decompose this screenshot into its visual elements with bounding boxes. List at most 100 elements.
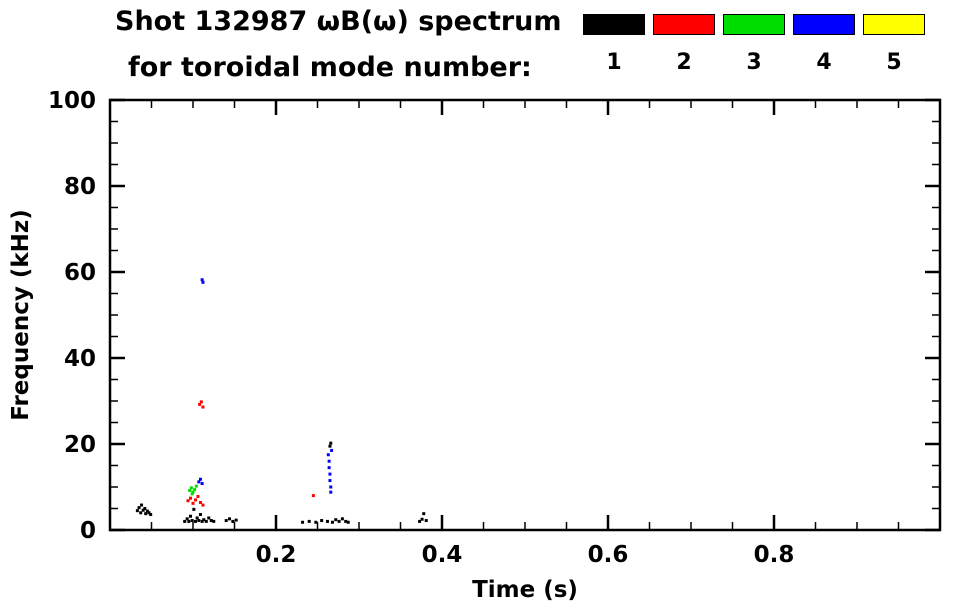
data-point bbox=[191, 501, 195, 505]
data-point bbox=[197, 480, 201, 484]
data-point bbox=[200, 482, 204, 486]
data-point bbox=[212, 519, 216, 523]
data-point bbox=[147, 511, 151, 515]
data-point bbox=[201, 503, 205, 507]
data-point bbox=[201, 405, 205, 409]
data-point bbox=[201, 280, 205, 284]
data-point bbox=[311, 494, 315, 498]
data-point bbox=[144, 512, 148, 516]
data-point bbox=[224, 519, 228, 523]
data-point bbox=[327, 466, 331, 470]
data-point bbox=[334, 518, 338, 522]
data-point bbox=[186, 499, 190, 503]
data-point bbox=[183, 519, 187, 523]
legend-swatch bbox=[863, 14, 925, 35]
data-point bbox=[198, 500, 202, 504]
legend: 1 2 3 4 5 bbox=[583, 14, 925, 75]
data-point bbox=[137, 506, 141, 510]
data-point bbox=[340, 517, 344, 521]
data-point bbox=[234, 518, 238, 522]
data-point bbox=[314, 520, 318, 524]
legend-swatch bbox=[793, 14, 855, 35]
legend-label: 5 bbox=[886, 50, 902, 75]
data-point bbox=[189, 486, 193, 490]
data-point bbox=[301, 520, 305, 524]
data-point bbox=[185, 517, 189, 521]
data-point bbox=[143, 507, 147, 510]
data-point bbox=[320, 519, 324, 523]
data-point bbox=[330, 448, 334, 452]
data-point bbox=[422, 512, 426, 516]
y-axis-label: Frequency (kHz) bbox=[8, 209, 34, 421]
y-tick-label: 60 bbox=[64, 260, 96, 286]
data-point bbox=[329, 490, 333, 494]
plot-subtitle: for toroidal mode number: bbox=[128, 52, 532, 83]
data-point bbox=[228, 517, 232, 521]
plot-border bbox=[108, 98, 942, 532]
data-point bbox=[189, 514, 193, 518]
y-tick-label: 0 bbox=[80, 518, 96, 544]
data-point bbox=[209, 519, 213, 523]
legend-swatch bbox=[723, 14, 785, 35]
series-n=1 bbox=[135, 441, 428, 524]
data-point bbox=[198, 477, 202, 481]
data-point bbox=[198, 402, 202, 406]
series-n=2 bbox=[186, 400, 315, 507]
data-point bbox=[189, 496, 193, 500]
legend-swatch bbox=[653, 14, 715, 35]
data-point bbox=[329, 485, 333, 489]
data-point bbox=[202, 518, 206, 522]
data-point bbox=[199, 400, 203, 404]
x-axis-label: Time (s) bbox=[472, 577, 578, 603]
y-tick-label: 100 bbox=[48, 88, 96, 114]
legend-item: 2 bbox=[653, 14, 715, 75]
data-point bbox=[145, 509, 149, 513]
legend-item: 4 bbox=[793, 14, 855, 75]
data-point bbox=[190, 492, 194, 496]
data-point bbox=[325, 519, 329, 523]
data-point bbox=[135, 509, 139, 513]
data-point bbox=[193, 498, 197, 502]
data-point bbox=[139, 511, 143, 515]
legend-item: 3 bbox=[723, 14, 785, 75]
legend-label: 2 bbox=[676, 50, 692, 75]
y-tick-label: 20 bbox=[64, 432, 96, 458]
data-point bbox=[192, 507, 196, 511]
data-point bbox=[194, 484, 198, 488]
data-point bbox=[140, 503, 144, 507]
data-point bbox=[307, 519, 311, 523]
x-tick-label: 0.4 bbox=[422, 542, 463, 568]
data-point bbox=[193, 519, 197, 523]
data-point bbox=[328, 472, 332, 476]
data-point bbox=[337, 519, 341, 523]
legend-label: 4 bbox=[816, 50, 832, 75]
data-point bbox=[328, 479, 332, 483]
y-tick-label: 40 bbox=[64, 346, 96, 372]
legend-item: 1 bbox=[583, 14, 645, 75]
data-point bbox=[188, 488, 192, 492]
data-point bbox=[330, 520, 334, 524]
data-point bbox=[424, 519, 428, 523]
x-tick-label: 0.6 bbox=[588, 542, 629, 568]
data-point bbox=[196, 494, 200, 498]
legend-label: 1 bbox=[606, 50, 622, 75]
data-point bbox=[197, 519, 201, 523]
data-point bbox=[204, 519, 208, 523]
legend-label: 3 bbox=[746, 50, 762, 75]
x-tick-label: 0.8 bbox=[754, 542, 795, 568]
x-tick-label: 0.2 bbox=[256, 542, 297, 568]
data-point bbox=[326, 453, 330, 457]
data-point bbox=[191, 490, 195, 494]
data-point bbox=[207, 516, 211, 520]
data-point bbox=[327, 459, 331, 463]
data-point bbox=[420, 517, 424, 521]
data-point bbox=[193, 488, 197, 492]
y-tick-label: 80 bbox=[64, 174, 96, 200]
data-point bbox=[344, 519, 348, 523]
data-point bbox=[231, 519, 235, 523]
data-point bbox=[200, 278, 204, 282]
data-point bbox=[149, 513, 153, 517]
data-point bbox=[418, 519, 422, 523]
